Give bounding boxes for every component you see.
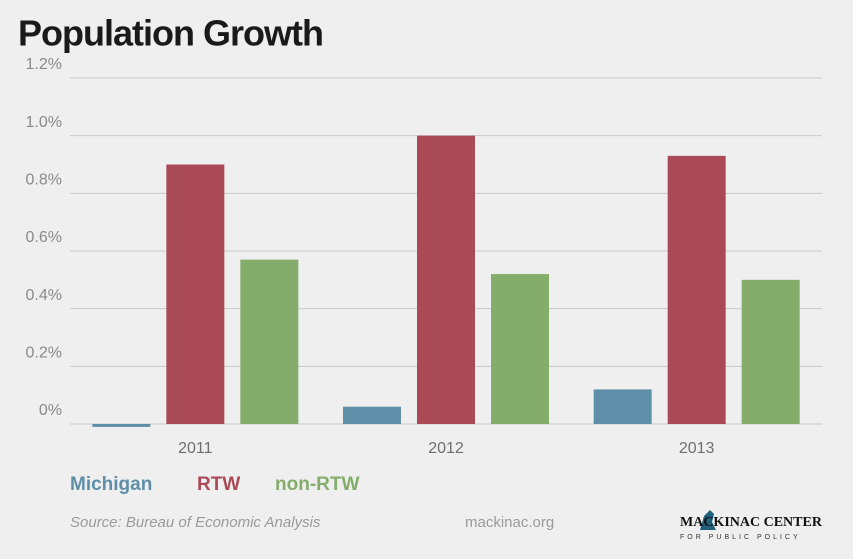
x-tick-label: 2011 — [178, 440, 213, 457]
bar — [741, 279, 800, 424]
bar — [593, 389, 652, 424]
chart-title: Population Growth — [18, 13, 323, 54]
bar — [240, 259, 299, 424]
bar — [417, 135, 475, 424]
legend-label: RTW — [197, 474, 240, 495]
bar — [491, 274, 549, 424]
logo-icon — [700, 510, 716, 530]
y-tick-label: 0% — [39, 402, 62, 419]
y-tick-label: 0.2% — [26, 345, 62, 362]
y-tick-label: 1.2% — [26, 56, 62, 73]
bar — [92, 424, 151, 427]
legend-label: non-RTW — [275, 474, 359, 495]
y-tick-label: 0.8% — [26, 172, 62, 189]
legend-label: Michigan — [70, 474, 152, 495]
source: Source: Bureau of Economic Analysis — [70, 514, 321, 531]
bar — [343, 406, 401, 424]
site: mackinac.org — [465, 514, 554, 531]
y-tick-label: 0.4% — [26, 287, 62, 304]
logo: MACKINAC CENTER — [680, 515, 823, 530]
y-tick-label: 0.6% — [26, 229, 62, 246]
bar — [166, 164, 225, 424]
y-tick-label: 1.0% — [26, 114, 62, 131]
x-tick-label: 2013 — [679, 440, 715, 457]
logo-sub: FOR PUBLIC POLICY — [680, 534, 801, 541]
bar — [667, 155, 726, 424]
x-tick-label: 2012 — [428, 440, 464, 457]
